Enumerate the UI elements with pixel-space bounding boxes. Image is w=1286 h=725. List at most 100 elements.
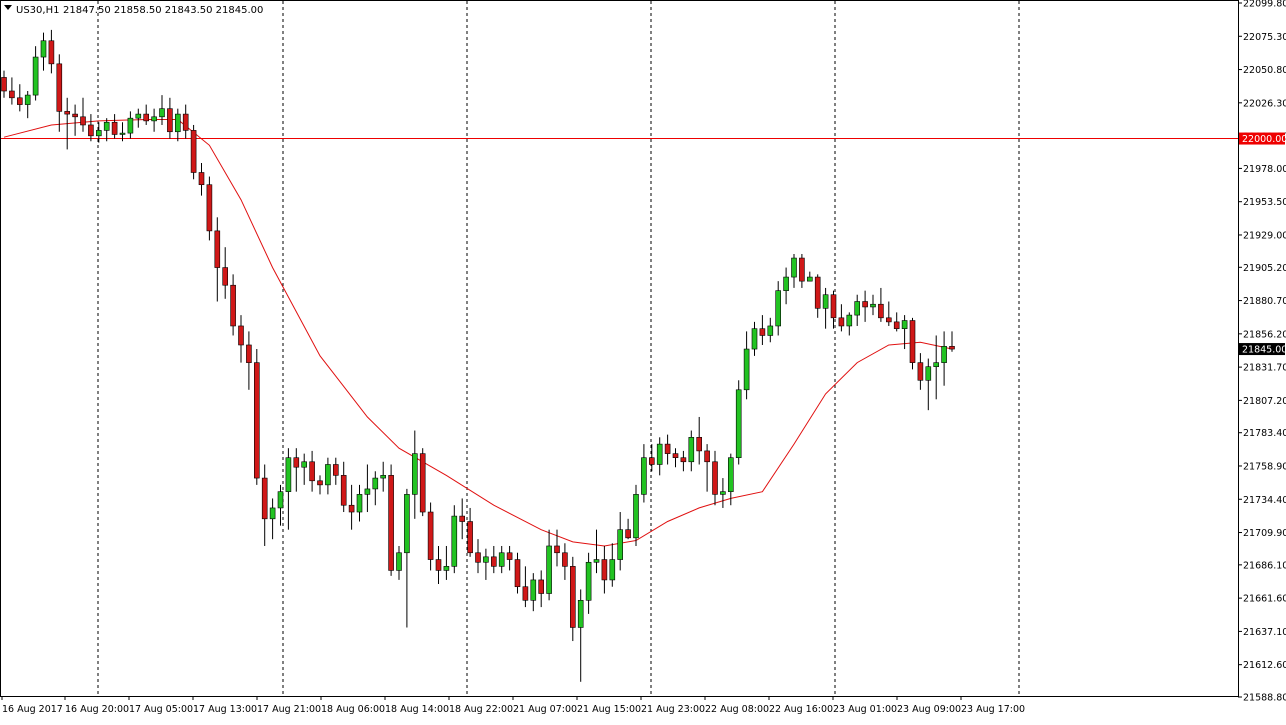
candle-body-down xyxy=(831,295,836,318)
candle-body-up xyxy=(855,302,860,316)
candle xyxy=(570,557,575,641)
candle-body-up xyxy=(286,458,291,492)
candle-body-down xyxy=(2,77,7,91)
candle xyxy=(728,454,733,506)
candle xyxy=(57,54,62,131)
candle xyxy=(531,573,536,611)
candle xyxy=(33,46,38,100)
candle-body-down xyxy=(799,258,804,281)
candle-body-down xyxy=(254,363,259,478)
candle-body-down xyxy=(515,560,520,587)
candle-body-down xyxy=(318,481,323,485)
candle-body-down xyxy=(183,114,188,130)
y-tick-label: 21758.90 xyxy=(1243,461,1286,472)
candle-body-up xyxy=(578,600,583,627)
candle-body-up xyxy=(752,329,757,349)
candle xyxy=(784,268,789,305)
candle xyxy=(610,543,615,586)
candle-body-down xyxy=(626,530,631,538)
candle xyxy=(357,485,362,522)
candle-body-up xyxy=(610,560,615,580)
x-tick-label: 21 Aug 23:00 xyxy=(641,704,705,715)
candle xyxy=(404,489,409,628)
y-tick-label: 21637.10 xyxy=(1243,627,1286,638)
candle xyxy=(349,485,354,530)
candle xyxy=(207,177,212,241)
candle-body-down xyxy=(333,464,338,475)
candle-body-up xyxy=(776,291,781,326)
candle-body-up xyxy=(452,516,457,566)
candle xyxy=(96,122,101,142)
candle xyxy=(799,254,804,288)
candle-body-up xyxy=(33,57,38,95)
candle xyxy=(167,98,172,139)
candle xyxy=(41,33,46,71)
candle-body-down xyxy=(215,231,220,268)
candle xyxy=(815,274,820,317)
candle xyxy=(950,331,955,351)
y-tick-label: 21880.70 xyxy=(1243,296,1286,307)
candle-body-down xyxy=(262,478,267,519)
candle-body-up xyxy=(397,553,402,571)
candle xyxy=(776,281,781,335)
candle xyxy=(318,475,323,494)
y-tick-label: 21686.10 xyxy=(1243,560,1286,571)
candle xyxy=(681,451,686,471)
candle xyxy=(397,546,402,580)
candle xyxy=(231,274,236,335)
candle-body-down xyxy=(428,512,433,560)
candle-body-down xyxy=(191,130,196,172)
candle-body-up xyxy=(175,114,180,132)
candle-body-up xyxy=(357,494,362,512)
y-tick-label: 21978.00 xyxy=(1243,164,1286,175)
y-tick-label: 21783.40 xyxy=(1243,428,1286,439)
candle xyxy=(325,458,330,495)
candle xyxy=(239,315,244,363)
candle xyxy=(855,295,860,326)
candle xyxy=(215,217,220,301)
candle xyxy=(373,471,378,505)
candle xyxy=(270,498,275,539)
candle-body-up xyxy=(128,118,133,133)
candle xyxy=(618,512,623,570)
candle xyxy=(191,125,196,179)
candle-body-up xyxy=(278,492,283,508)
candle-body-down xyxy=(555,546,560,553)
candle xyxy=(9,77,14,104)
candle-body-up xyxy=(792,258,797,277)
candle-body-down xyxy=(665,444,670,454)
candle-body-down xyxy=(570,566,575,627)
candle-body-down xyxy=(815,277,820,308)
candle-body-down xyxy=(705,451,710,462)
moving-average xyxy=(4,120,952,547)
y-tick-label: 21905.20 xyxy=(1243,263,1286,274)
candle-body-up xyxy=(365,489,370,494)
candle xyxy=(262,464,267,545)
candle-body-down xyxy=(602,560,607,580)
candle-body-down xyxy=(886,318,891,322)
candle xyxy=(341,462,346,512)
candle-body-up xyxy=(657,444,662,464)
candle-body-down xyxy=(207,185,212,231)
candle-body-up xyxy=(444,566,449,570)
candle xyxy=(807,272,812,282)
candle xyxy=(2,71,7,98)
candle-body-up xyxy=(847,315,852,326)
x-tick-label: 18 Aug 14:00 xyxy=(385,704,449,715)
candle-body-down xyxy=(523,587,528,601)
candle-body-down xyxy=(294,458,299,468)
x-tick-label: 21 Aug 15:00 xyxy=(577,704,641,715)
candle-body-up xyxy=(412,454,417,495)
candles xyxy=(2,30,955,682)
y-tick-label: 22099.80 xyxy=(1243,0,1286,10)
candle-body-down xyxy=(112,122,117,134)
candle xyxy=(705,444,710,492)
candle-body-up xyxy=(104,122,109,130)
candle xyxy=(665,435,670,465)
y-tick-label: 22026.30 xyxy=(1243,98,1286,109)
candle xyxy=(918,353,923,390)
x-tick-label: 18 Aug 22:00 xyxy=(449,704,513,715)
